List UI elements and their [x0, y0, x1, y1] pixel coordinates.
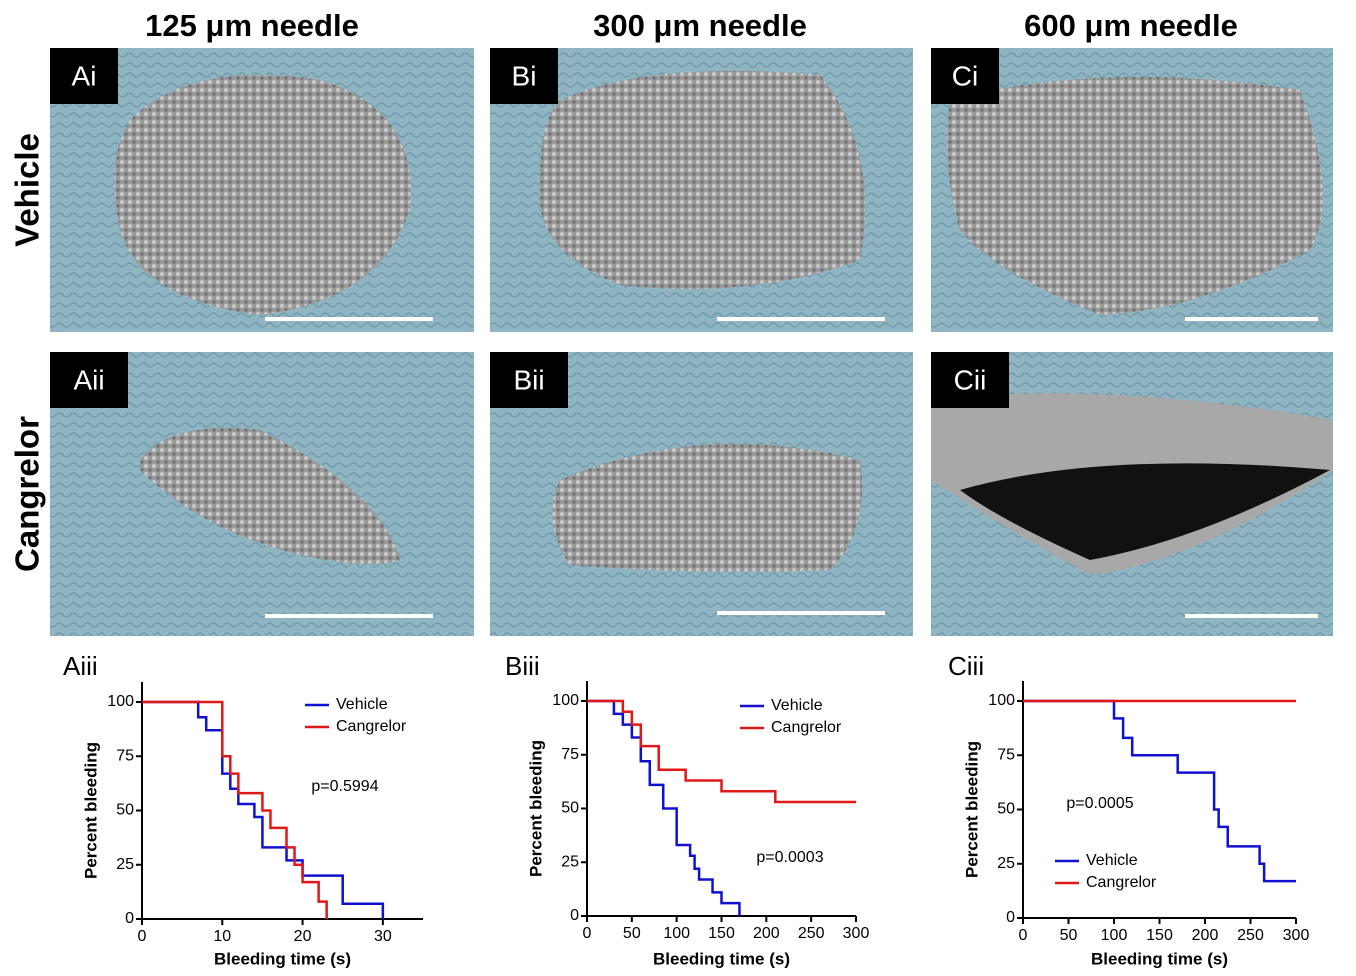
- y-tick-label: 75: [997, 746, 1015, 763]
- x-tick-label: 150: [1146, 927, 1173, 944]
- panel-label: Ciii: [948, 651, 984, 681]
- x-axis-label: Bleeding time (s): [1091, 949, 1228, 968]
- y-tick-label: 100: [988, 692, 1015, 709]
- y-tick-label: 25: [116, 856, 134, 873]
- y-tick-label: 100: [107, 693, 134, 710]
- x-tick-label: 250: [1237, 927, 1264, 944]
- y-tick-label: 50: [561, 800, 579, 817]
- column-header: 125 μm needle: [145, 8, 359, 43]
- x-tick-label: 30: [374, 928, 392, 945]
- row-header: Cangrelor: [9, 416, 46, 572]
- x-tick-label: 50: [623, 925, 641, 942]
- survival-curve: [587, 701, 856, 802]
- figure: 125 μm needle 300 μm needle 600 μm needle V…: [0, 0, 1356, 971]
- legend-label: Vehicle: [336, 696, 388, 713]
- x-tick-label: 20: [294, 928, 312, 945]
- row-header: Vehicle: [9, 133, 46, 247]
- panel-label: Aiii: [63, 651, 98, 681]
- legend-label: Vehicle: [1086, 852, 1138, 869]
- x-tick-label: 10: [213, 928, 231, 945]
- y-tick-label: 50: [997, 801, 1015, 818]
- x-tick-label: 150: [708, 925, 735, 942]
- legend-label: Cangrelor: [771, 719, 842, 736]
- column-header: 600 μm needle: [1024, 8, 1238, 43]
- x-tick-label: 200: [753, 925, 780, 942]
- y-tick-label: 25: [997, 855, 1015, 872]
- legend-label: Cangrelor: [1086, 874, 1157, 891]
- y-axis-label: Percent bleeding: [962, 741, 981, 878]
- y-axis-label: Percent bleeding: [526, 740, 545, 877]
- p-value: p=0.0005: [1066, 795, 1133, 812]
- x-axis-label: Bleeding time (s): [653, 949, 790, 968]
- x-tick-label: 0: [1019, 927, 1028, 944]
- panel-label: Ai: [72, 60, 97, 91]
- survival-curve: [1023, 701, 1296, 881]
- panel-label: Bi: [512, 60, 537, 91]
- y-tick-label: 0: [570, 907, 579, 924]
- legend-label: Cangrelor: [336, 718, 407, 735]
- y-tick-label: 100: [552, 692, 579, 709]
- survival-curve: [142, 702, 327, 919]
- y-tick-label: 0: [1006, 909, 1015, 926]
- x-tick-label: 100: [1101, 927, 1128, 944]
- x-tick-label: 0: [138, 928, 147, 945]
- y-tick-label: 25: [561, 853, 579, 870]
- panel-label: Cii: [954, 364, 987, 395]
- x-tick-label: 0: [583, 925, 592, 942]
- x-tick-label: 250: [798, 925, 825, 942]
- panel-label: Aii: [73, 364, 104, 395]
- legend-label: Vehicle: [771, 697, 823, 714]
- y-tick-label: 50: [116, 802, 134, 819]
- x-tick-label: 50: [1060, 927, 1078, 944]
- panel-label: Ci: [952, 60, 978, 91]
- x-tick-label: 300: [843, 925, 870, 942]
- x-tick-label: 200: [1192, 927, 1219, 944]
- survival-curve: [587, 701, 739, 916]
- y-tick-label: 75: [561, 746, 579, 763]
- p-value: p=0.5994: [311, 778, 378, 795]
- y-tick-label: 0: [125, 910, 134, 927]
- x-tick-label: 300: [1283, 927, 1310, 944]
- column-header: 300 μm needle: [593, 8, 807, 43]
- x-axis-label: Bleeding time (s): [214, 949, 351, 968]
- panel-label: Biii: [505, 651, 540, 681]
- micrographs: [50, 48, 1333, 636]
- p-value: p=0.0003: [756, 849, 823, 866]
- panel-label: Bii: [513, 364, 544, 395]
- y-axis-label: Percent bleeding: [81, 742, 100, 879]
- x-tick-label: 100: [663, 925, 690, 942]
- clot: [539, 71, 865, 289]
- y-tick-label: 75: [116, 747, 134, 764]
